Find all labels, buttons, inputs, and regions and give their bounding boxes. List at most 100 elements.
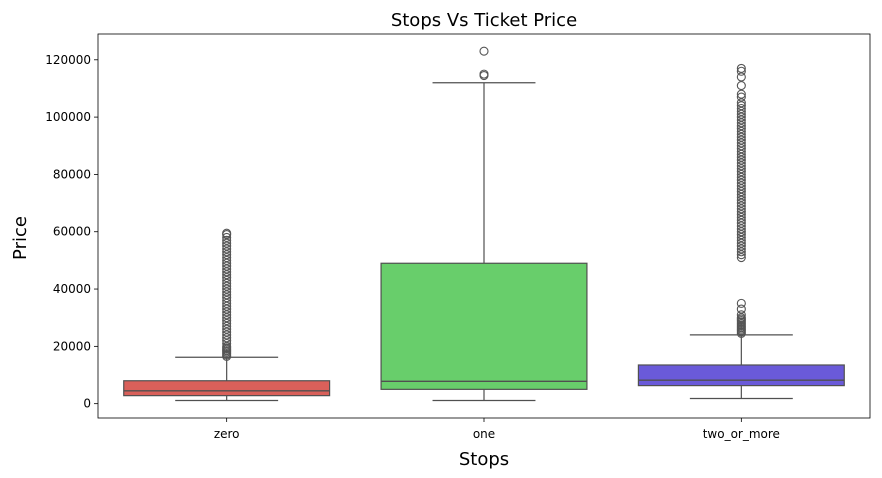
outlier-point: [736, 89, 746, 99]
box-one: [380, 262, 588, 390]
outlier-point: [222, 318, 232, 328]
y-tick-label: 120000: [45, 53, 91, 67]
outlier-point: [222, 298, 232, 308]
outlier-point: [736, 247, 746, 257]
outlier-point: [222, 273, 232, 283]
y-tick-label: 80000: [53, 167, 91, 181]
outlier-point: [736, 106, 746, 116]
outlier-point: [736, 184, 746, 194]
outlier-point: [736, 230, 746, 240]
outlier-point: [736, 189, 746, 200]
y-tick-label: 100000: [45, 110, 91, 124]
outlier-point: [736, 207, 746, 217]
outlier-point: [736, 92, 746, 102]
outlier-point: [736, 121, 746, 131]
outlier-point: [222, 281, 232, 291]
outlier-point: [222, 304, 232, 314]
outlier-point: [736, 209, 746, 220]
outlier-point: [736, 144, 746, 154]
outlier-point: [736, 101, 746, 111]
y-axis-label: Price: [10, 216, 31, 260]
outlier-point: [736, 112, 746, 122]
outlier-point: [736, 192, 746, 202]
outlier-point: [222, 241, 232, 251]
outlier-point: [736, 232, 746, 243]
outlier-point: [736, 135, 746, 145]
outlier-point: [222, 330, 232, 340]
outlier-point: [736, 187, 746, 197]
outlier-point: [736, 146, 746, 157]
outlier-point: [736, 218, 746, 228]
plot-area: 0 20000 40000 60000 80000 100000 120000 zero one…: [45, 33, 871, 441]
chart-title: Stops Vs Ticket Price: [391, 10, 577, 31]
outlier-point: [736, 132, 746, 142]
outlier-point: [222, 261, 232, 271]
outlier-point: [736, 235, 746, 245]
outlier-point: [736, 201, 746, 211]
outlier-point: [222, 333, 232, 343]
outlier-point: [736, 252, 746, 263]
outlier-point: [222, 247, 232, 257]
y-tick-label: 20000: [53, 339, 91, 353]
outlier-point: [736, 250, 746, 260]
outlier-point: [736, 178, 746, 188]
outlier-point: [222, 278, 232, 288]
outlier-point: [736, 244, 746, 254]
outlier-point: [222, 267, 232, 277]
outlier-point: [736, 167, 746, 177]
x-axis-label: Stops: [459, 449, 509, 470]
outlier-point: [222, 252, 232, 263]
outlier-point: [222, 287, 232, 297]
outlier-point: [222, 228, 232, 238]
outlier-point: [736, 212, 746, 222]
outlier-point: [736, 298, 746, 308]
outlier-point: [736, 103, 746, 114]
outlier-point: [736, 238, 746, 248]
outlier-point: [736, 115, 746, 125]
outlier-point: [736, 124, 746, 134]
y-tick-label: 60000: [53, 225, 91, 239]
outlier-point: [736, 164, 746, 174]
outlier-point: [222, 270, 232, 280]
outlier-point: [222, 290, 232, 300]
outlier-point: [736, 313, 746, 323]
outlier-point: [736, 175, 746, 185]
box-two_or_more: [637, 364, 845, 387]
outlier-point: [222, 295, 232, 306]
outlier-point: [222, 324, 232, 334]
outlier-point: [736, 149, 746, 159]
outlier-point: [222, 258, 232, 268]
outlier-point: [736, 224, 746, 234]
outlier-point: [222, 293, 232, 303]
outlier-point: [222, 250, 232, 260]
outlier-point: [736, 181, 746, 191]
outlier-point: [222, 232, 232, 243]
x-tick-label: zero: [214, 427, 240, 441]
outlier-point: [736, 152, 746, 162]
outlier-point: [736, 158, 746, 168]
outlier-point: [222, 338, 232, 349]
outlier-point: [736, 161, 746, 171]
outlier-point: [736, 63, 746, 73]
outlier-point: [736, 66, 746, 76]
outlier-point: [736, 204, 746, 214]
outlier-point: [736, 81, 746, 91]
outlier-point: [736, 304, 746, 314]
outlier-point: [736, 241, 746, 251]
x-tick-label: two_or_more: [703, 427, 780, 441]
outlier-point: [222, 313, 232, 323]
outlier-point: [222, 310, 232, 320]
outlier-point: [222, 255, 232, 265]
outlier-point: [222, 264, 232, 274]
y-tick-label: 40000: [53, 282, 91, 296]
outlier-point: [222, 244, 232, 254]
outlier-point: [479, 46, 489, 56]
outlier-point: [222, 275, 232, 285]
outlier-point: [222, 321, 232, 331]
y-tick-label: 0: [83, 397, 91, 411]
outlier-point: [736, 221, 746, 231]
box-zero: [123, 380, 331, 397]
outlier-point: [222, 301, 232, 311]
